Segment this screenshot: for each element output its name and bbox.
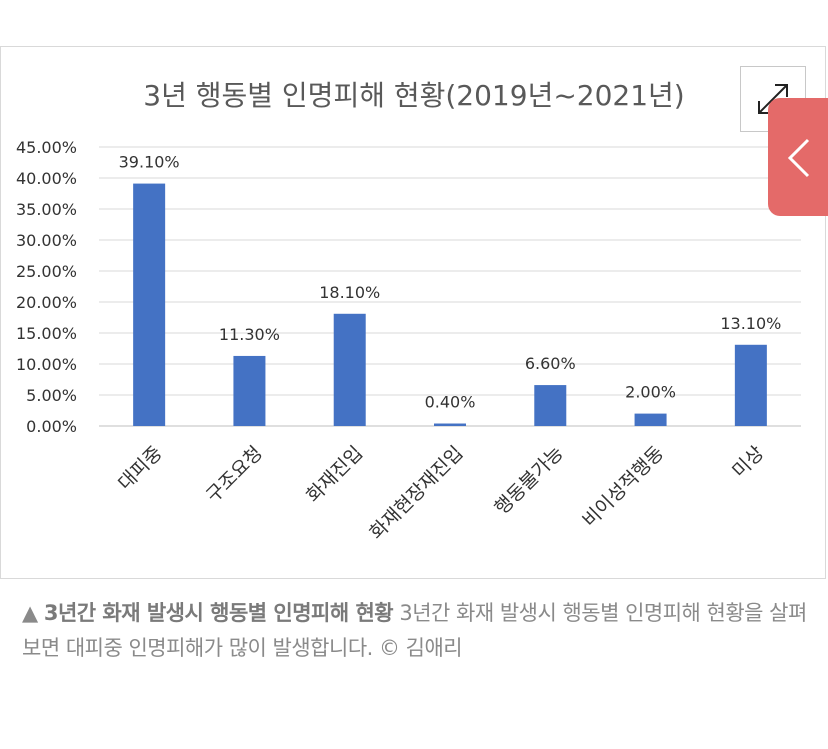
data-label: 6.60% xyxy=(525,354,576,373)
caption-text: 3년간 화재 발생시 행동별 인명피해 현황을 살펴보면 대피중 인명피해가 많… xyxy=(22,601,807,660)
data-label: 2.00% xyxy=(625,383,676,402)
x-tick-label: 대피중 xyxy=(114,442,167,495)
gridlines xyxy=(99,146,801,427)
x-tick-label: 구조요청 xyxy=(202,442,267,507)
x-tick-label: 화재진입 xyxy=(302,442,367,507)
data-label: 0.40% xyxy=(425,393,476,412)
x-tick-label: 행동불가능 xyxy=(490,442,567,519)
data-labels: 39.10% 11.30% 18.10% 0.40% 6.60% 2.00% 13.10% xyxy=(119,153,782,412)
y-tick-label: 35.00% xyxy=(16,200,77,219)
y-tick-label: 0.00% xyxy=(26,417,77,436)
bar xyxy=(634,413,667,426)
data-label: 39.10% xyxy=(119,153,180,172)
y-tick-label: 20.00% xyxy=(16,293,77,312)
bar xyxy=(534,385,567,426)
caption-marker: ▲ xyxy=(22,601,38,625)
bar xyxy=(333,313,366,426)
bar xyxy=(734,344,767,426)
caption-bold-title: 3년간 화재 발생시 행동별 인명피해 현황 xyxy=(43,601,394,625)
bars xyxy=(133,183,767,426)
bar xyxy=(233,355,266,426)
data-label: 13.10% xyxy=(720,314,781,333)
bar xyxy=(133,183,166,426)
y-tick-label: 5.00% xyxy=(26,386,77,405)
x-tick-label: 미상 xyxy=(728,442,768,482)
x-tick-label: 비이성적행동 xyxy=(578,442,668,532)
y-tick-label: 10.00% xyxy=(16,355,77,374)
y-axis-ticks: 0.00% 5.00% 10.00% 15.00% 20.00% 25.00% 30.00%… xyxy=(16,138,77,436)
data-label: 18.10% xyxy=(319,283,380,302)
y-tick-label: 25.00% xyxy=(16,262,77,281)
chart-title: 3년 행동별 인명피해 현황(2019년~2021년) xyxy=(143,79,684,112)
y-tick-label: 45.00% xyxy=(16,138,77,157)
y-tick-label: 40.00% xyxy=(16,169,77,188)
bar xyxy=(434,423,466,426)
y-tick-label: 15.00% xyxy=(16,324,77,343)
side-panel-tab[interactable] xyxy=(768,98,828,216)
figure-caption: ▲ 3년간 화재 발생시 행동별 인명피해 현황 3년간 화재 발생시 행동별 … xyxy=(22,596,812,666)
chart-container: 3년 행동별 인명피해 현황(2019년~2021년) 0.00% 5.00% 10… xyxy=(0,46,826,579)
bar-chart: 3년 행동별 인명피해 현황(2019년~2021년) 0.00% 5.00% 10… xyxy=(16,79,801,544)
chevron-left-icon xyxy=(787,138,810,178)
data-label: 11.30% xyxy=(219,325,280,344)
y-tick-label: 30.00% xyxy=(16,231,77,250)
x-tick-label: 화재현장재진입 xyxy=(365,442,467,544)
